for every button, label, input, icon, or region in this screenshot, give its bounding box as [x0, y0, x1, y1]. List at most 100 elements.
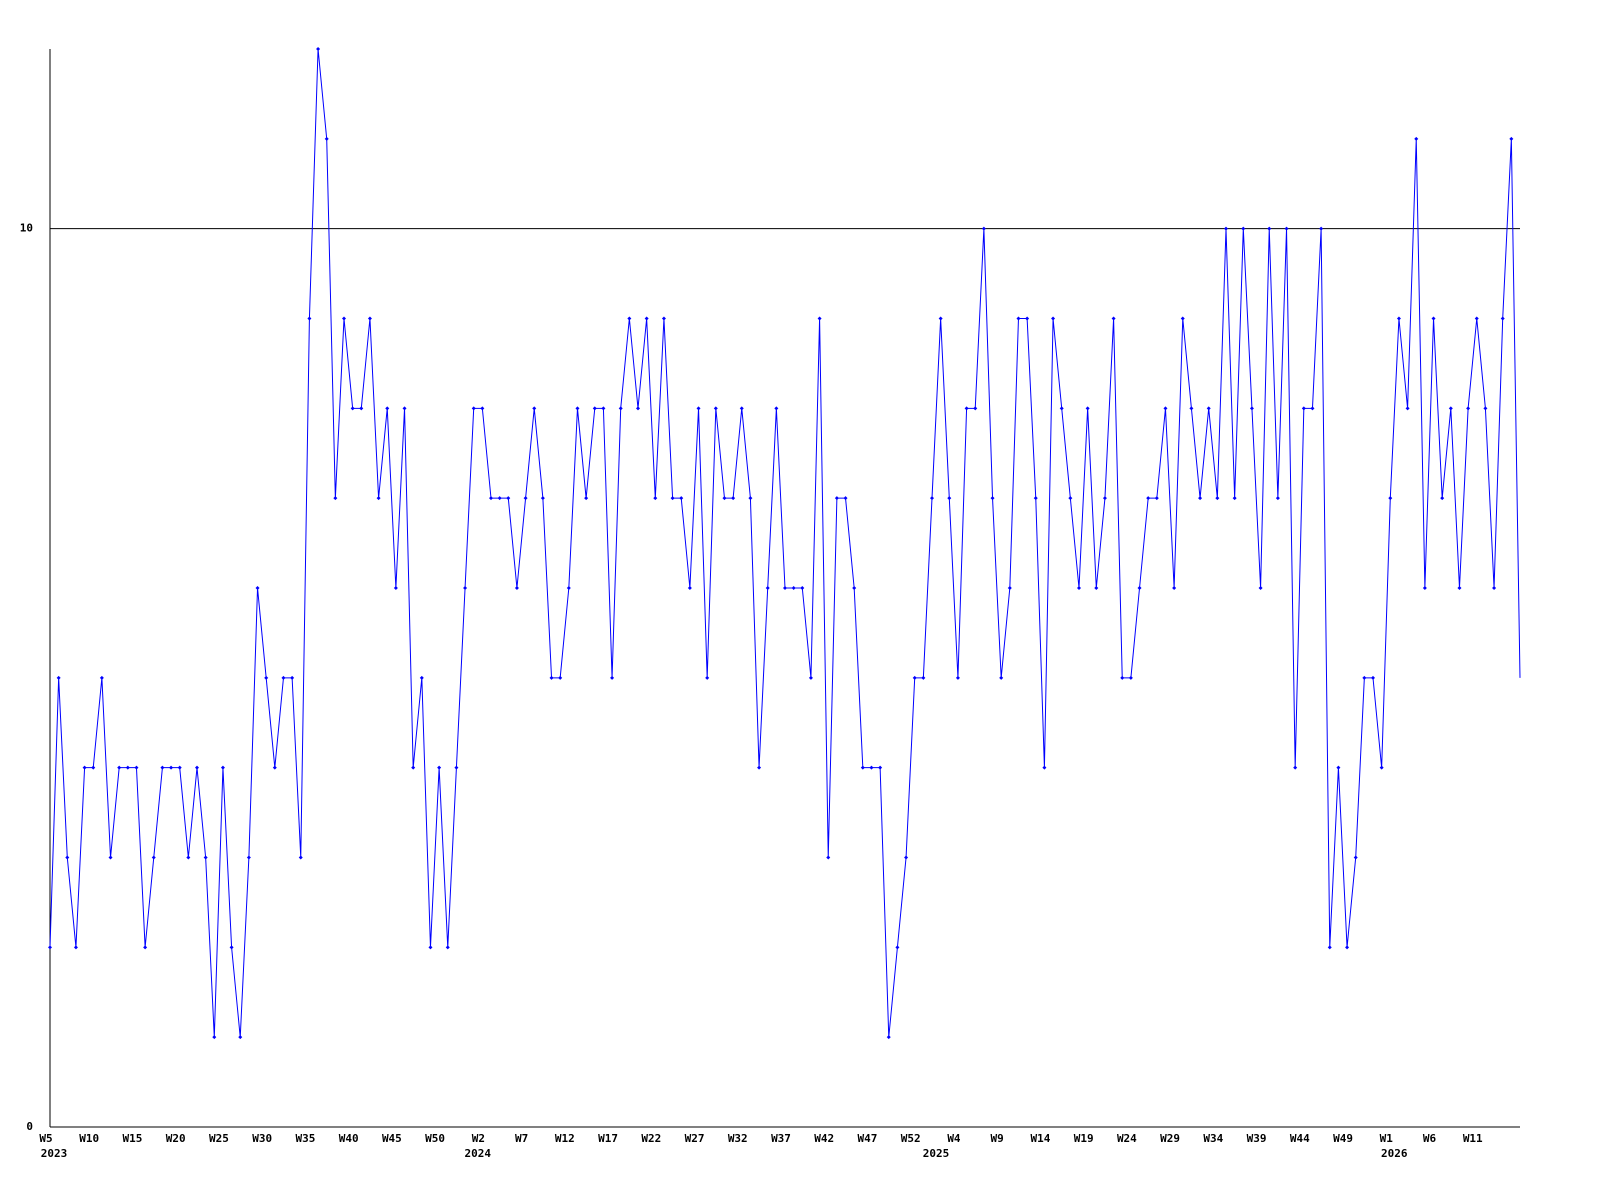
point [367, 316, 372, 321]
x-tick-label: W47 [858, 1132, 878, 1145]
point [817, 316, 822, 321]
point [1154, 496, 1159, 501]
point [177, 765, 182, 770]
point [1249, 406, 1254, 411]
point [1371, 675, 1375, 680]
point [220, 765, 225, 770]
point [1016, 316, 1021, 321]
point [1111, 316, 1116, 321]
point [1457, 586, 1462, 590]
point [350, 406, 355, 411]
point [731, 496, 736, 501]
point [791, 586, 796, 590]
x-tick-label: W30 [252, 1132, 272, 1145]
point [480, 406, 485, 411]
x-tick-label: W6 [1423, 1132, 1437, 1145]
point [1509, 136, 1514, 141]
point [575, 406, 580, 411]
x-tick-label: W15 [123, 1132, 143, 1145]
point [229, 945, 234, 950]
point [1059, 406, 1064, 411]
point [359, 406, 364, 411]
x-year-label: 2025 [923, 1147, 950, 1160]
point [1137, 586, 1142, 590]
point [489, 496, 493, 501]
point [82, 765, 87, 770]
point [800, 586, 805, 590]
point [748, 496, 753, 501]
point [1336, 765, 1341, 770]
point [1198, 496, 1203, 501]
point [1258, 586, 1263, 590]
point [1500, 316, 1505, 321]
point [1215, 496, 1220, 501]
point [1379, 765, 1384, 770]
point [1025, 316, 1030, 321]
point [1319, 226, 1324, 231]
point [1466, 406, 1471, 411]
point [272, 765, 277, 770]
point [783, 586, 787, 590]
point [1396, 316, 1401, 321]
point [523, 496, 528, 501]
x-tick-label: W12 [555, 1132, 575, 1145]
point [307, 316, 312, 321]
x-tick-label: W32 [728, 1132, 748, 1145]
point [670, 496, 675, 501]
point [1492, 586, 1497, 590]
point [1120, 675, 1125, 680]
point [921, 675, 926, 680]
x-tick-label: W39 [1247, 1132, 1267, 1145]
point [1310, 406, 1315, 411]
point [843, 496, 848, 501]
point [1345, 945, 1350, 950]
point [852, 586, 857, 590]
x-tick-label: W20 [166, 1132, 186, 1145]
point [445, 945, 450, 950]
point [895, 945, 900, 950]
point [333, 496, 338, 501]
x-tick-label: W27 [685, 1132, 705, 1145]
x-tick-label: W42 [814, 1132, 834, 1145]
point [1301, 406, 1306, 411]
point [739, 406, 744, 411]
point [808, 675, 813, 680]
point [342, 316, 346, 321]
point [1327, 945, 1332, 950]
point [497, 496, 502, 501]
point [722, 496, 727, 501]
point [687, 586, 692, 590]
point [143, 945, 148, 950]
x-tick-label: W34 [1203, 1132, 1223, 1145]
point [1241, 226, 1246, 231]
point [981, 226, 986, 231]
x-year-label: 2026 [1381, 1147, 1408, 1160]
point [91, 765, 96, 770]
x-tick-label: W5 [39, 1132, 52, 1145]
point [437, 765, 442, 770]
point [834, 496, 839, 501]
point [973, 406, 978, 411]
point [1042, 765, 1047, 770]
point [463, 586, 468, 590]
point [618, 406, 623, 411]
point [549, 675, 554, 680]
point [151, 855, 156, 860]
point [610, 675, 615, 680]
x-tick-label: W4 [947, 1132, 961, 1145]
x-tick-label: W11 [1463, 1132, 1483, 1145]
point [1431, 316, 1436, 321]
point [757, 765, 762, 770]
point [238, 1035, 243, 1040]
point [281, 675, 286, 680]
point [1033, 496, 1038, 501]
point [246, 855, 251, 860]
point [1275, 496, 1280, 501]
point [73, 945, 78, 950]
point [324, 136, 329, 141]
point [627, 316, 632, 321]
point [532, 406, 537, 411]
point [411, 765, 416, 770]
